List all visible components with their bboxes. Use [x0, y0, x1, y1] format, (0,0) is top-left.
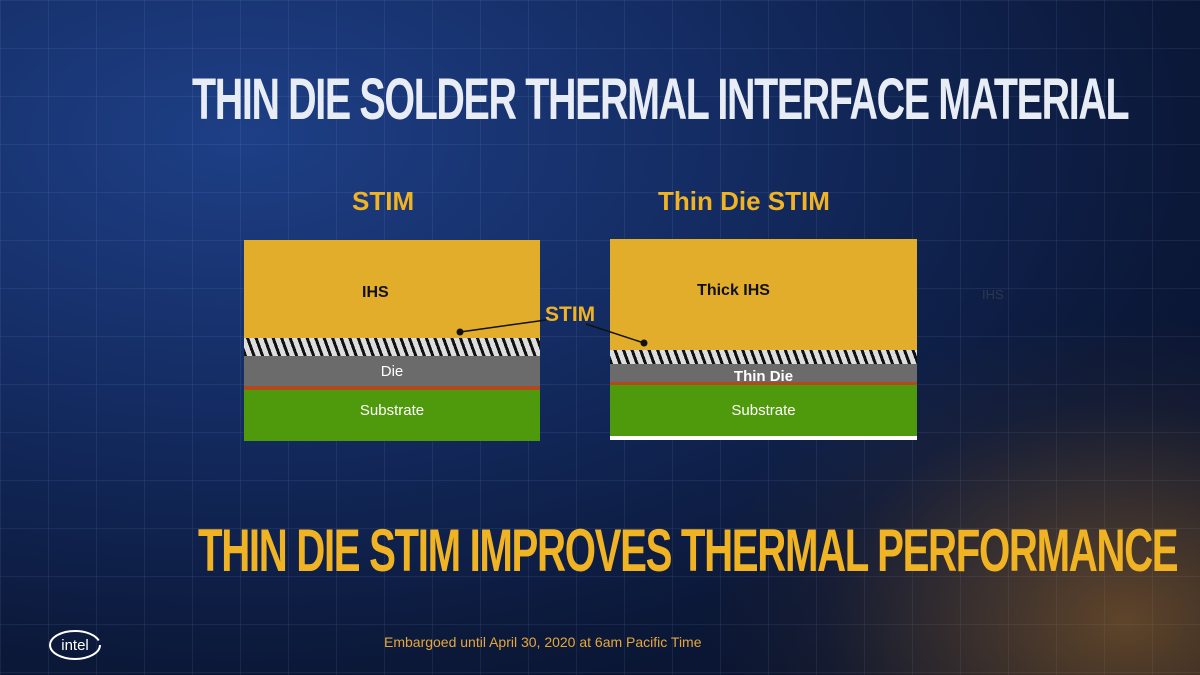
substrate-layer: Substrate: [610, 385, 917, 436]
embargo-footer: Embargoed until April 30, 2020 at 6am Pa…: [384, 634, 702, 650]
stim-diagram: IHS Die Substrate: [244, 240, 540, 441]
die-attach-layer: [244, 386, 540, 390]
ihs-layer: IHS: [244, 240, 540, 338]
svg-text:intel: intel: [61, 637, 89, 654]
intel-logo: intel: [49, 630, 101, 660]
stim-layer: [610, 350, 917, 364]
right-heading: Thin Die STIM: [658, 186, 830, 216]
thick-ihs-label: Thick IHS: [697, 282, 770, 299]
slide-title: THIN DIE SOLDER THERMAL INTERFACE MATERI…: [192, 67, 1130, 132]
thin-die-layer: Thin Die: [610, 364, 917, 385]
left-callout-line: [459, 319, 547, 333]
die-attach-layer: [610, 382, 917, 385]
thin-die-stim-diagram: Thick IHS Thin Die Substrate: [610, 239, 917, 440]
substrate-label: Substrate: [731, 402, 796, 419]
thick-ihs-layer: Thick IHS: [610, 239, 917, 350]
base-line: [610, 436, 917, 440]
substrate-layer: Substrate: [244, 390, 540, 441]
substrate-label: Substrate: [359, 402, 425, 419]
right-callout-line: [585, 323, 645, 344]
faint-ihs-label: IHS: [982, 287, 1004, 302]
left-callout-dot: [456, 328, 464, 336]
thin-die-label: Thin Die: [733, 367, 794, 385]
ihs-label: IHS: [362, 284, 389, 301]
right-callout-dot: [640, 339, 648, 347]
die-label: Die: [380, 362, 404, 380]
stim-layer: [244, 338, 540, 356]
stim-callout-label: STIM: [545, 303, 596, 326]
left-heading: STIM: [352, 186, 415, 216]
tagline: THIN DIE STIM IMPROVES THERMAL PERFORMAN…: [198, 517, 1179, 584]
die-layer: Die: [244, 356, 540, 386]
